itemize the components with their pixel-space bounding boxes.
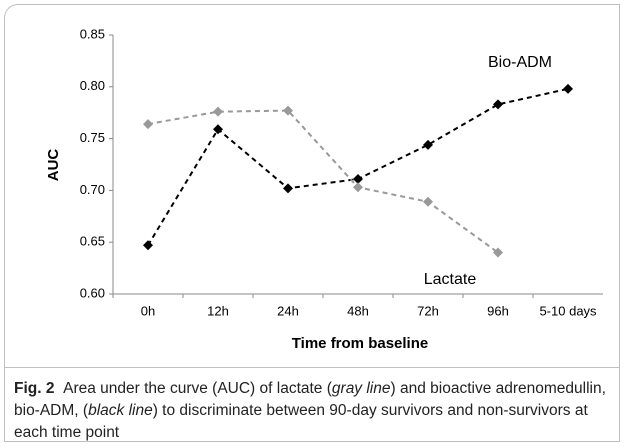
series-label: Lactate — [424, 271, 477, 288]
data-point — [213, 124, 223, 135]
y-tick-label: 0.80 — [80, 78, 105, 93]
y-axis-title: AUC — [45, 149, 62, 182]
series-label: Bio-ADM — [488, 54, 552, 71]
chart: Time from baseline AUC 0.60 0.65 0.70 0.75 0… — [45, 26, 603, 352]
data-point — [143, 119, 153, 130]
data-point — [283, 105, 293, 116]
x-tick-label: 12h — [207, 303, 229, 318]
caption-text: Area under the curve (AUC) of lactate ( — [63, 380, 332, 397]
data-point — [213, 106, 223, 117]
x-tick-label: 96h — [487, 303, 509, 318]
caption-text: gray line — [331, 380, 391, 397]
data-point — [563, 83, 573, 94]
frame — [4, 4, 620, 442]
data-point — [143, 240, 153, 251]
caption-text: ) to discriminate between 90-day survivo… — [14, 402, 588, 441]
separator — [4, 367, 620, 368]
caption-text: ) and bioactive adrenomedullin, bio-ADM,… — [14, 380, 606, 419]
y-tick-label: 0.85 — [80, 26, 105, 41]
y-tick-label: 0.60 — [80, 285, 105, 300]
x-tick-label: 48h — [347, 303, 369, 318]
data-point — [423, 139, 433, 150]
caption-text: black line — [88, 402, 153, 419]
data-point — [353, 182, 363, 193]
series-line — [147, 109, 499, 254]
caption: Fig. 2 Area under the curve (AUC) of lac… — [14, 378, 610, 444]
y-tick-label: 0.65 — [80, 234, 105, 249]
data-point — [283, 183, 293, 194]
x-tick-label: 0h — [141, 303, 155, 318]
y-tick-label: 0.75 — [80, 130, 105, 145]
data-point — [353, 174, 363, 185]
x-tick-label: 24h — [277, 303, 299, 318]
y-tick-label: 0.70 — [80, 182, 105, 197]
data-point — [423, 196, 433, 207]
data-point — [493, 247, 503, 258]
data-point — [493, 99, 503, 110]
x-tick-label: 72h — [417, 303, 439, 318]
caption-label: Fig. 2 — [14, 380, 55, 397]
x-axis-title: Time from baseline — [292, 335, 428, 352]
x-tick-label: 5-10 days — [539, 303, 597, 318]
